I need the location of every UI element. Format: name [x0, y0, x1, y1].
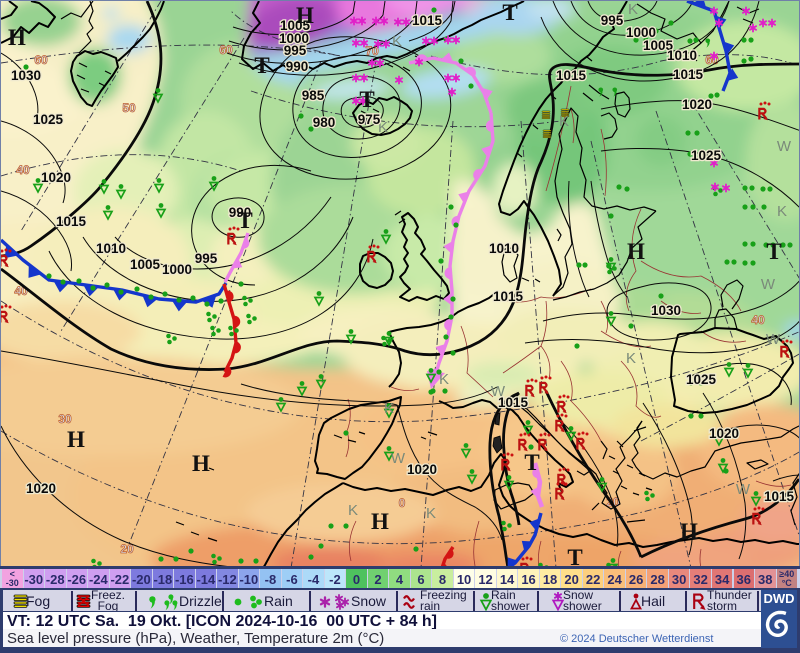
- svg-text:K: K: [777, 203, 787, 220]
- svg-text:T: T: [254, 53, 269, 78]
- svg-text:995: 995: [284, 43, 307, 58]
- svg-text:60: 60: [34, 53, 48, 67]
- svg-text:K: K: [392, 33, 402, 50]
- svg-text:T: T: [502, 1, 517, 25]
- svg-text:1015: 1015: [556, 68, 587, 83]
- svg-text:T: T: [766, 239, 781, 264]
- svg-text:70: 70: [365, 44, 379, 58]
- svg-text:H: H: [627, 239, 645, 264]
- svg-text:985: 985: [302, 88, 325, 103]
- svg-text:1005: 1005: [130, 257, 161, 272]
- svg-text:W: W: [761, 276, 776, 293]
- svg-text:H: H: [680, 519, 698, 544]
- svg-text:990: 990: [286, 59, 309, 74]
- svg-text:1015: 1015: [412, 13, 443, 28]
- svg-text:1015: 1015: [764, 489, 795, 504]
- svg-text:H: H: [371, 509, 389, 534]
- svg-text:60: 60: [219, 43, 233, 57]
- svg-text:30: 30: [58, 412, 72, 426]
- svg-text:T: T: [237, 208, 252, 233]
- svg-text:K: K: [628, 1, 638, 18]
- svg-text:K: K: [439, 371, 449, 388]
- svg-text:975: 975: [358, 112, 381, 127]
- svg-text:40: 40: [16, 163, 30, 177]
- svg-text:K: K: [626, 350, 636, 367]
- svg-text:W: W: [766, 331, 781, 348]
- svg-text:1015: 1015: [56, 214, 87, 229]
- svg-text:W: W: [391, 450, 406, 467]
- svg-text:995: 995: [601, 13, 624, 28]
- svg-text:1030: 1030: [651, 303, 681, 318]
- svg-text:1000: 1000: [162, 262, 192, 277]
- svg-text:K: K: [384, 400, 394, 417]
- svg-text:K: K: [426, 505, 436, 522]
- svg-text:H: H: [67, 427, 85, 452]
- svg-text:995: 995: [195, 251, 218, 266]
- svg-text:1020: 1020: [682, 97, 712, 112]
- svg-text:990: 990: [229, 205, 252, 220]
- svg-text:1015: 1015: [493, 289, 524, 304]
- svg-text:1025: 1025: [33, 112, 64, 127]
- svg-text:W: W: [736, 481, 751, 498]
- svg-text:1015: 1015: [498, 395, 529, 410]
- svg-text:0: 0: [399, 496, 406, 510]
- svg-text:T: T: [524, 450, 539, 475]
- svg-text:1015: 1015: [673, 67, 704, 82]
- svg-text:K: K: [348, 502, 358, 519]
- svg-text:980: 980: [313, 115, 336, 130]
- svg-text:W: W: [491, 383, 506, 400]
- svg-text:1000: 1000: [279, 31, 309, 46]
- svg-text:1020: 1020: [26, 481, 56, 496]
- svg-text:1025: 1025: [686, 372, 717, 387]
- svg-text:1010: 1010: [489, 241, 519, 256]
- svg-text:1020: 1020: [41, 170, 71, 185]
- svg-text:H: H: [8, 25, 26, 50]
- svg-text:1010: 1010: [96, 241, 126, 256]
- svg-text:1030: 1030: [11, 68, 41, 83]
- svg-text:K: K: [559, 113, 569, 130]
- svg-text:20: 20: [120, 542, 134, 556]
- svg-text:40: 40: [751, 313, 765, 327]
- svg-text:T: T: [567, 545, 582, 566]
- svg-text:1025: 1025: [691, 148, 722, 163]
- svg-text:T: T: [359, 87, 374, 112]
- svg-text:H: H: [192, 451, 210, 476]
- svg-text:1005: 1005: [280, 18, 311, 33]
- svg-text:H: H: [296, 3, 314, 28]
- svg-text:W: W: [777, 138, 792, 155]
- svg-text:1020: 1020: [407, 462, 437, 477]
- svg-text:50: 50: [122, 101, 136, 115]
- svg-text:K: K: [378, 119, 388, 136]
- svg-text:1000: 1000: [626, 25, 656, 40]
- svg-text:1010: 1010: [667, 48, 697, 63]
- svg-text:1020: 1020: [709, 426, 739, 441]
- svg-text:1005: 1005: [643, 38, 674, 53]
